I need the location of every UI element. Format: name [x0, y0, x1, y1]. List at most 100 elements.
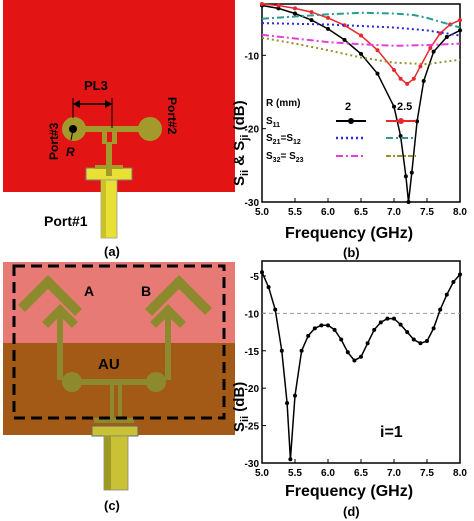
plot-d-series-0-point: [418, 341, 423, 346]
plot-b-series-0-point: [359, 51, 363, 56]
r-dimension: [70, 129, 74, 141]
panel-d: 5.0 5.5 6.0 6.5 7.0 7.5 8.0 -5 -10 -15 -20 -25 -30 i…: [231, 260, 468, 519]
plot-b-xtick-label: 5.5: [288, 207, 302, 218]
plot-d-series-0-point: [451, 279, 456, 284]
plot-b-series-0-point: [375, 71, 380, 76]
legend-marker-s11-r2: [348, 118, 354, 124]
r-label: R: [66, 145, 75, 159]
plot-b-ytick-label: -10: [245, 51, 260, 62]
plot-b-series-0-point: [444, 35, 449, 39]
caption-d: (d): [343, 504, 360, 519]
plot-d-series-0-point: [293, 393, 297, 398]
plot-b-xtick-label: 5.0: [255, 207, 269, 218]
plot-d-series-0-point: [273, 307, 278, 312]
antenna-structure: [18, 275, 212, 423]
legend-b: R (mm) 2 2.5 S11 S21=S12 S32= S23: [266, 98, 416, 164]
plot-d-series-line-0: [261, 271, 461, 460]
plot-b-series-1-point: [359, 33, 363, 38]
plot-b-ytick-label: -30: [245, 198, 260, 209]
plot-d-series-0-point: [392, 316, 396, 321]
legend-header: R (mm): [266, 98, 300, 109]
plot-d-xtick-label: 7.0: [387, 468, 401, 479]
pl3-arrow-right-head: [105, 100, 112, 108]
plot-b-xtick-label: 7.5: [420, 207, 434, 218]
plot-b-xtick-label: 6.5: [354, 207, 368, 218]
plot-b-series-0-point: [431, 49, 436, 54]
label-au: AU: [98, 356, 120, 373]
substrate-top: [3, 0, 235, 192]
antenna-a-right-arm: [48, 275, 82, 316]
legend-row-s32: S32= S23: [266, 151, 304, 164]
au-feed-left: [110, 379, 114, 419]
junction-stem-left: [102, 126, 107, 144]
plot-d-ytick-label: -30: [245, 459, 260, 470]
caption-a: (a): [104, 244, 120, 259]
plot-b-series-1-point: [260, 2, 264, 6]
plot-d-series-0-point: [438, 307, 443, 312]
legend-marker-s11-r25: [398, 118, 404, 124]
plot-d-series-0-point: [266, 285, 271, 290]
plot-d-series-0-point: [372, 327, 377, 332]
plot-b-series-1-point: [418, 64, 423, 69]
plot-b-series-0-point: [309, 18, 314, 23]
plot-d-ticks: 5.0 5.5 6.0 6.5 7.0 7.5 8.0 -5 -10 -15 -20 -25 -30: [245, 272, 468, 479]
plot-d-series-0-point: [319, 323, 324, 328]
plot-b-xlabel: Frequency (GHz): [285, 225, 413, 242]
plot-d-xlabel: Frequency (GHz): [285, 483, 413, 500]
label-b: B: [141, 283, 151, 299]
plot-b-ytick-label: -20: [245, 125, 260, 136]
plot-d-series-0-point: [385, 316, 390, 321]
antenna-a-stem: [57, 310, 63, 380]
plot-b-series-0-point: [403, 174, 408, 179]
plot-d-ytick-label: -10: [245, 309, 260, 320]
plot-b-series-line-4: [261, 33, 461, 47]
plot-d-series-0-point: [332, 327, 337, 332]
plot-d-series-0-point: [398, 322, 403, 327]
plot-d-series-0-point: [288, 457, 293, 462]
plot-b-series-1-point: [428, 46, 433, 50]
plot-d-series-0-point: [306, 333, 311, 338]
plot-b-series-1-point: [411, 76, 416, 81]
port2-pad: [138, 117, 162, 141]
plot-d-xtick-label: 6.0: [321, 468, 335, 479]
plot-b-series-1-point: [458, 18, 462, 23]
plot-b-ticks: 5.0 5.5 6.0 6.5 7.0 7.5 8.0 -10 -20 -30: [245, 51, 468, 218]
antenna-a-left-arm: [18, 275, 55, 312]
antenna-a-inner-right: [60, 304, 78, 328]
plot-d-series-0-point: [299, 348, 304, 353]
plot-b-series-0-point: [458, 28, 462, 33]
plot-d-xtick-label: 5.0: [255, 468, 269, 479]
plot-b-series-1-point: [438, 31, 443, 36]
plot-d-xtick-label: 6.5: [354, 468, 368, 479]
legend-row-s11: S11: [266, 116, 280, 129]
panel-b: 5.0 5.5 6.0 6.5 7.0 7.5 8.0 -10 -20 -30 R (mm) 2 …: [231, 2, 467, 260]
plot-d-series-0-point: [345, 350, 350, 355]
caption-c: (c): [104, 498, 120, 513]
plot-b-xtick-label: 7.0: [387, 207, 401, 218]
legend-row-s21: S21=S12: [266, 133, 301, 146]
plot-d-xtick-label: 8.0: [453, 468, 467, 479]
pl3-label: PL3: [84, 78, 108, 93]
plot-b-series-1-point: [392, 68, 396, 72]
plot-d-series-0-point: [312, 326, 317, 331]
plot-d-ytick-label: -25: [245, 422, 260, 433]
legend-col1: 2: [345, 101, 351, 113]
plot-b-xtick-label: 8.0: [453, 207, 467, 218]
plot-d-series-0-point: [425, 339, 429, 344]
label-a: A: [84, 283, 94, 299]
plot-d-xtick-label: 7.5: [420, 468, 434, 479]
plot-d-series-0-point: [405, 330, 410, 335]
plot-d-xtick-label: 5.5: [288, 468, 302, 479]
plot-b-ylabel: Sii & Sji (dB): [231, 100, 251, 186]
plot-d-ytick-label: -15: [245, 347, 260, 358]
pl3-arrow-left-head: [73, 100, 80, 108]
plot-d-series-0-point: [352, 358, 357, 363]
caption-b: (b): [343, 245, 360, 260]
plot-b-series-0-point: [342, 37, 347, 42]
plot-d-series-0-point: [279, 348, 284, 353]
port3-label: Port#3: [47, 122, 61, 160]
antenna-b-inner-right: [168, 304, 186, 328]
plot-b-series-line-2: [261, 22, 461, 37]
plot-b-xtick-label: 6.0: [321, 207, 335, 218]
